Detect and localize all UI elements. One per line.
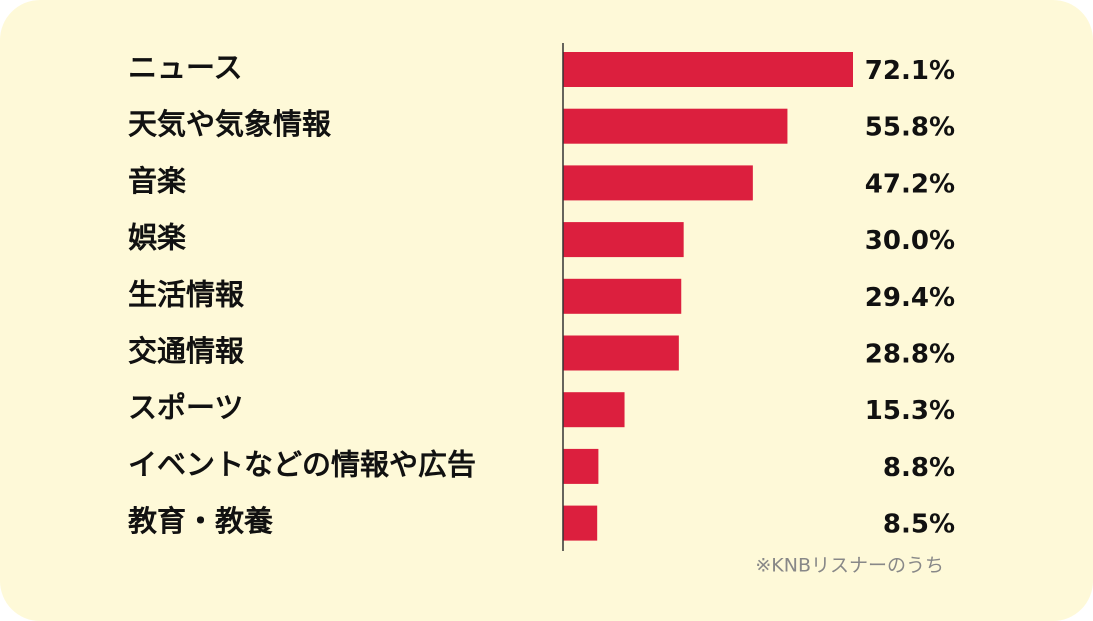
value-label: 72.1% bbox=[865, 56, 955, 86]
category-label: 交通情報 bbox=[128, 334, 245, 368]
value-label: 47.2% bbox=[865, 169, 955, 199]
value-label: 30.0% bbox=[865, 226, 955, 256]
category-label: 生活情報 bbox=[128, 277, 245, 311]
bar bbox=[563, 335, 679, 371]
category-label: 教育・教養 bbox=[128, 504, 274, 538]
value-label: 55.8% bbox=[865, 113, 955, 143]
bar bbox=[563, 222, 684, 258]
footnote: ※KNBリスナーのうち bbox=[755, 555, 944, 577]
category-label: ニュース bbox=[128, 51, 243, 85]
category-label: 音楽 bbox=[128, 164, 186, 198]
value-label: 8.5% bbox=[883, 510, 955, 540]
bar bbox=[563, 278, 682, 314]
category-label: 天気や気象情報 bbox=[128, 107, 332, 141]
category-label: 娯楽 bbox=[128, 221, 186, 255]
bar bbox=[563, 165, 753, 201]
bar bbox=[563, 52, 853, 87]
bar bbox=[563, 505, 598, 541]
value-label: 15.3% bbox=[865, 396, 955, 426]
bar bbox=[563, 108, 788, 144]
value-label: 29.4% bbox=[865, 283, 955, 313]
value-label: 28.8% bbox=[865, 340, 955, 370]
value-label: 8.8% bbox=[883, 453, 955, 483]
category-label: スポーツ bbox=[128, 391, 243, 425]
category-label: イベントなどの情報や広告 bbox=[128, 447, 476, 481]
bar bbox=[563, 448, 599, 484]
bar bbox=[563, 392, 625, 428]
